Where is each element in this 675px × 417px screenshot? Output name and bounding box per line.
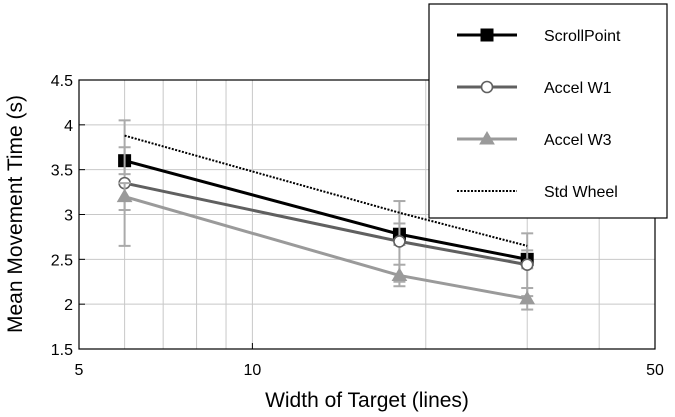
- data-point: [479, 131, 495, 145]
- legend-item: Accel W3: [457, 131, 612, 149]
- legend-item: Accel W1: [457, 80, 612, 97]
- data-point: [393, 235, 406, 248]
- data-point: [480, 80, 494, 94]
- legend: ScrollPoint Accel W1 Accel W3 Std Wheel: [428, 3, 668, 219]
- x-tick-label: 5: [75, 362, 84, 379]
- legend-label: ScrollPoint: [544, 28, 621, 45]
- legend-label: Std Wheel: [544, 184, 618, 201]
- series: [116, 182, 536, 311]
- y-axis-title: Mean Movement Time (s): [4, 95, 27, 333]
- x-tick-label: 50: [646, 362, 664, 379]
- data-point: [480, 28, 494, 42]
- series: [124, 134, 528, 247]
- legend-item: Std Wheel: [457, 184, 618, 201]
- y-tick-label: 3.5: [51, 163, 73, 180]
- legend-label: Accel W3: [544, 132, 612, 149]
- series-line: [124, 134, 528, 247]
- y-tick-label: 3: [64, 208, 73, 225]
- x-axis-title: Width of Target (lines): [265, 389, 469, 412]
- legend-item: ScrollPoint: [457, 28, 621, 45]
- x-tick-label: 10: [243, 362, 261, 379]
- legend-box: [428, 3, 668, 219]
- series-layer: [116, 119, 536, 311]
- y-tick-label: 1.5: [51, 342, 73, 359]
- legend-label: Accel W1: [544, 80, 612, 97]
- tick-labels: 1.5 2 2.5 3 3.5 4 4.5 5 10 50: [51, 73, 664, 379]
- data-point: [520, 258, 534, 272]
- y-tick-label: 2: [64, 297, 73, 314]
- y-tick-label: 4.5: [51, 73, 73, 90]
- data-point: [116, 188, 133, 203]
- data-point: [391, 267, 408, 281]
- y-tick-label: 4: [64, 118, 73, 135]
- y-tick-label: 2.5: [51, 252, 73, 269]
- data-point: [519, 290, 536, 305]
